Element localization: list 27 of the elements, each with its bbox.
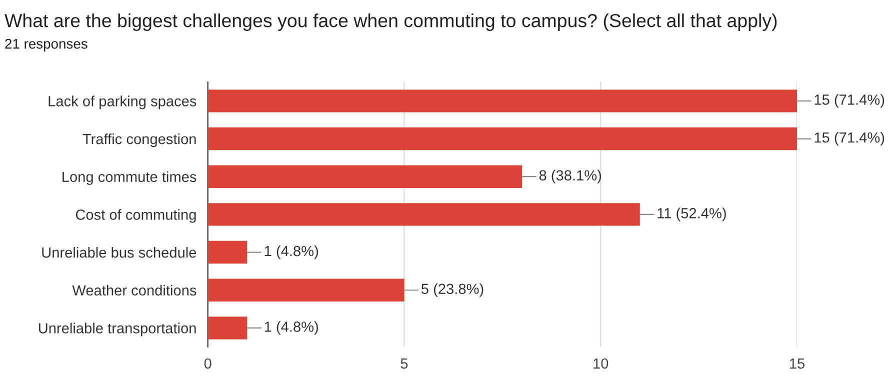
y-tick-label: Weather conditions (72, 284, 196, 296)
y-tick-label: Cost of commuting (76, 209, 196, 223)
bar (208, 240, 248, 264)
bar (208, 278, 404, 302)
y-tick-label: Lack of parking spaces (48, 96, 196, 110)
x-tick-label: 10 (594, 358, 608, 369)
y-tick-label: Unreliable bus schedule (42, 247, 196, 258)
y-tick-label: Unreliable transportation (38, 322, 196, 336)
data-label: 1 (4.8%) (264, 245, 318, 260)
bar (208, 316, 248, 340)
data-label: 15 (71.4%) (814, 132, 884, 146)
x-tick-label: 15 (790, 358, 804, 369)
y-tick-label: Traffic congestion (82, 133, 196, 148)
data-label: 8 (38.1%) (539, 170, 602, 184)
data-label: 5 (23.8%) (421, 283, 484, 297)
data-label: 1 (4.8%) (264, 321, 318, 335)
text: 21 responses (5, 38, 88, 52)
bar (208, 165, 522, 188)
chart-title: What are the biggest challenges you face when commuting to campus? (Select all that apply) (4, 13, 777, 31)
data-label: 15 (71.4%) (814, 94, 884, 108)
bar (208, 203, 640, 226)
x-tick-label: 0 (204, 358, 212, 369)
x-tick-label: 5 (400, 358, 408, 369)
bar (208, 90, 797, 112)
y-tick-label: Long commute times (62, 171, 196, 185)
data-label: 11 (52.4%) (658, 208, 726, 222)
bar (208, 127, 797, 150)
